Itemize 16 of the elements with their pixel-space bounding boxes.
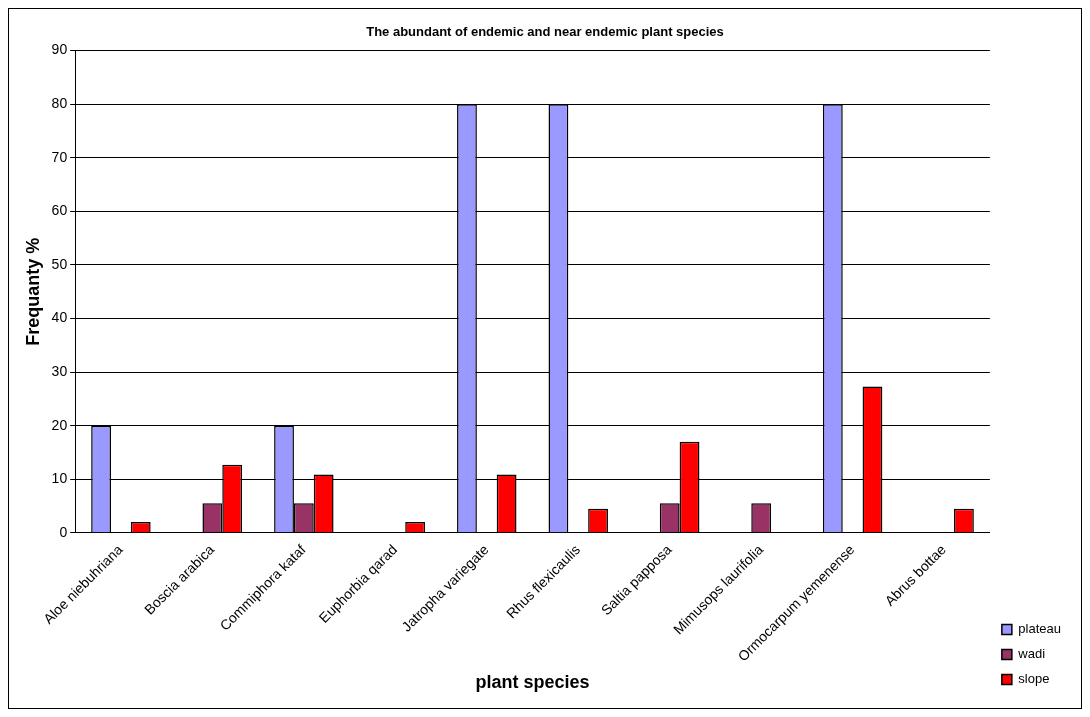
y-axis-title: Frequanty % [22, 237, 43, 346]
chart-title: The abundant of endemic and near endemic plant species [366, 24, 724, 40]
y-tick-label: 40 [51, 309, 68, 326]
y-tick-label: 80 [51, 95, 68, 112]
y-tick-label: 60 [51, 202, 68, 219]
legend-label: plateau [1018, 621, 1062, 637]
y-tick-label: 30 [51, 362, 68, 379]
y-tick-label: 10 [51, 470, 68, 487]
y-tick-label: 50 [51, 255, 68, 272]
y-tick-label: 20 [51, 416, 68, 433]
y-tick-label: 70 [51, 148, 68, 165]
y-tick-label: 90 [51, 41, 68, 58]
y-tick-label: 0 [59, 523, 68, 540]
legend-label: slope [1018, 671, 1050, 687]
legend-label: wadi [1017, 646, 1046, 662]
x-axis-title: plant species [475, 672, 590, 693]
